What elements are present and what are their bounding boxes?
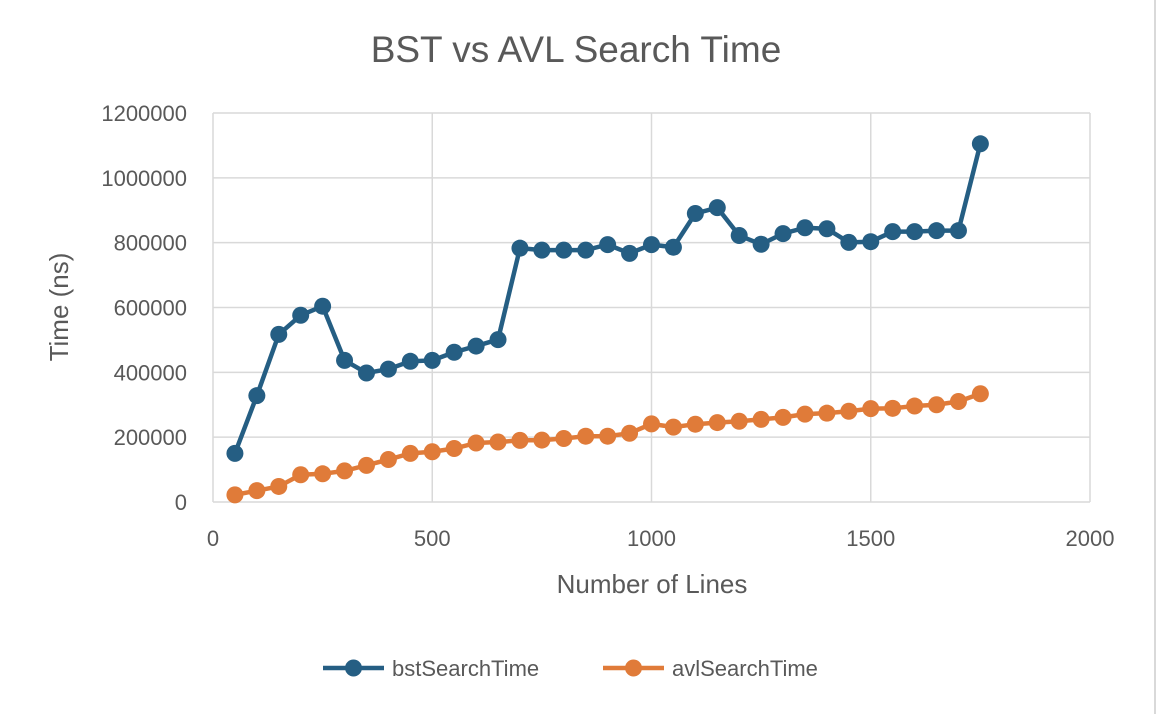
x-tick-label: 2000: [1066, 526, 1115, 551]
data-point: [971, 385, 989, 403]
data-point: [664, 238, 682, 256]
data-point: [533, 241, 551, 259]
data-point: [686, 415, 704, 433]
data-point: [621, 244, 639, 262]
y-tick-label: 0: [175, 490, 187, 515]
data-point: [314, 297, 332, 315]
data-point: [818, 404, 836, 422]
y-axis-title: Time (ns): [44, 253, 74, 362]
data-point: [906, 223, 924, 241]
legend: bstSearchTime avlSearchTime: [323, 656, 818, 681]
data-point: [862, 233, 880, 251]
data-point: [270, 477, 288, 495]
x-tick-label: 1500: [846, 526, 895, 551]
data-point: [818, 220, 836, 238]
series-avlSearchTime: [226, 385, 989, 504]
tick-labels: 0 200000 400000 600000 800000 1000000 1200000 0…: [101, 101, 1114, 551]
chart-title: BST vs AVL Search Time: [371, 29, 782, 70]
series-bstSearchTime: [226, 135, 989, 462]
x-tick-label: 1000: [627, 526, 676, 551]
data-point: [730, 412, 748, 430]
data-point: [248, 482, 266, 500]
data-point: [423, 443, 441, 461]
y-tick-label: 600000: [114, 296, 187, 321]
data-point: [577, 427, 595, 445]
data-point: [423, 351, 441, 369]
data-point: [577, 241, 595, 259]
data-point: [686, 204, 704, 222]
data-point: [971, 135, 989, 153]
data-point: [292, 466, 310, 484]
data-point: [533, 431, 551, 449]
data-point: [599, 236, 617, 254]
data-point: [752, 410, 770, 428]
data-point: [292, 306, 310, 324]
data-point: [862, 400, 880, 418]
data-point: [467, 337, 485, 355]
data-point: [840, 402, 858, 420]
data-point: [226, 486, 244, 504]
y-tick-label: 800000: [114, 231, 187, 256]
data-point: [840, 233, 858, 251]
data-point: [357, 456, 375, 474]
data-point: [511, 239, 529, 257]
data-point: [708, 199, 726, 217]
x-axis-title: Number of Lines: [557, 569, 748, 599]
legend-label: avlSearchTime: [672, 656, 818, 681]
data-point: [357, 364, 375, 382]
data-point: [336, 462, 354, 480]
data-point: [774, 225, 792, 243]
data-point: [774, 408, 792, 426]
gridlines: [212, 112, 1091, 503]
y-tick-label: 200000: [114, 425, 187, 450]
data-point: [752, 235, 770, 253]
legend-marker: [625, 659, 642, 677]
data-point: [445, 440, 463, 458]
data-point: [379, 451, 397, 469]
data-point: [599, 427, 617, 445]
data-point: [445, 343, 463, 361]
data-point: [796, 405, 814, 423]
data-point: [949, 222, 967, 240]
data-point: [796, 219, 814, 237]
data-point: [489, 331, 507, 349]
data-point: [270, 325, 288, 343]
data-point: [643, 415, 660, 433]
data-point: [906, 397, 924, 415]
data-point: [555, 241, 573, 259]
legend-item: avlSearchTime: [603, 656, 818, 681]
data-point: [664, 418, 682, 436]
data-point: [621, 424, 639, 442]
series-layer: [226, 135, 989, 504]
data-point: [226, 444, 244, 462]
data-point: [928, 396, 946, 414]
legend-label: bstSearchTime: [392, 656, 539, 681]
y-tick-label: 1200000: [101, 101, 187, 126]
data-point: [708, 414, 726, 432]
data-point: [467, 434, 485, 452]
data-point: [643, 236, 660, 254]
data-point: [884, 223, 902, 241]
data-point: [555, 429, 573, 447]
x-tick-label: 0: [207, 526, 219, 551]
x-tick-label: 500: [414, 526, 451, 551]
legend-item: bstSearchTime: [323, 656, 539, 681]
data-point: [336, 351, 354, 369]
legend-marker: [345, 659, 362, 677]
y-tick-label: 1000000: [101, 166, 187, 191]
data-point: [949, 393, 967, 411]
data-point: [928, 222, 946, 240]
y-tick-label: 400000: [114, 360, 187, 385]
data-point: [511, 431, 529, 449]
data-point: [248, 387, 266, 405]
data-point: [401, 352, 419, 370]
data-point: [489, 433, 507, 451]
data-point: [379, 360, 397, 378]
data-point: [884, 399, 902, 417]
data-point: [314, 465, 332, 483]
data-point: [401, 444, 419, 462]
data-point: [730, 227, 748, 245]
